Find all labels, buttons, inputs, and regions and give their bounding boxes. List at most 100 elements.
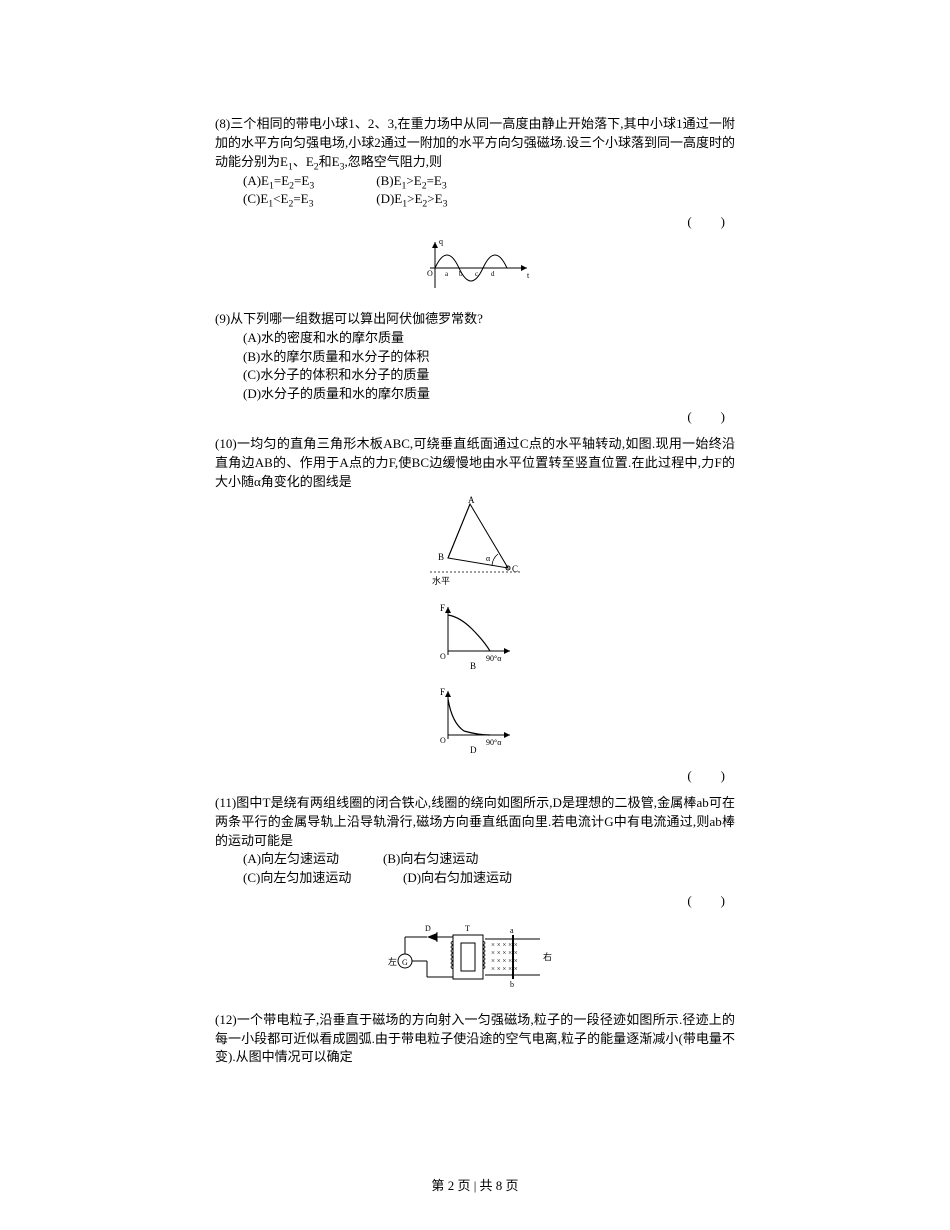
q9-optD: (D)水分子的质量和水的摩尔质量 <box>215 385 735 404</box>
svg-text:c: c <box>475 270 478 278</box>
q11-opts1: (A)向左匀速运动(B)向右匀速运动 <box>215 850 735 869</box>
q10-graph-d: F O 90°α D <box>215 683 735 761</box>
q11-answer-blank: ( ) <box>215 892 735 911</box>
q11-opts2: (C)向左匀加速运动(D)向右匀加速运动 <box>215 869 735 888</box>
question-9: (9)从下列哪一组数据可以算出阿伏伽德罗常数? (A)水的密度和水的摩尔质量 (… <box>215 310 735 427</box>
q11-optD: (D)向右匀加速运动 <box>403 870 512 885</box>
q11-text: (11)图中T是绕有两组线圈的闭合铁心,线圈的绕向如图所示,D是理想的二极管,金… <box>215 794 735 851</box>
q10-graph-b: F O 90°α B <box>215 599 735 677</box>
q8-optB: (B)E1>E2=E3 <box>376 172 446 191</box>
q10-text: (10)一均匀的直角三角形木板ABC,可绕垂直纸面通过C点的水平轴转动,如图.现… <box>215 435 735 492</box>
svg-text:a: a <box>445 270 449 278</box>
q8-optC-r1: <E <box>273 190 288 209</box>
svg-text:q: q <box>439 237 443 246</box>
svg-text:D: D <box>470 745 477 755</box>
q8-optC: (C)E1<E2=E3 <box>243 190 373 209</box>
q10-body: 一均匀的直角三角形木板ABC,可绕垂直纸面通过C点的水平轴转动,如图.现用一始终… <box>215 436 735 489</box>
q11-optB: (B)向右匀速运动 <box>383 851 478 866</box>
svg-text:90°α: 90°α <box>486 738 502 747</box>
q12-body: 一个带电粒子,沿垂直于磁场的方向射入一匀强磁场,粒子的一段径迹如图所示.径迹上的… <box>215 1012 735 1065</box>
q9-optB: (B)水的摩尔质量和水分子的体积 <box>215 348 735 367</box>
q8-optA-pre: (A)E <box>243 172 269 191</box>
transformer-icon: G 左 D T <box>385 915 565 997</box>
q10-answer-blank: ( ) <box>215 767 735 786</box>
q11-optA: (A)向左匀速运动 <box>243 850 383 869</box>
q11-num: (11) <box>215 795 236 810</box>
q9-num: (9) <box>215 311 230 326</box>
q11-body: 图中T是绕有两组线圈的闭合铁心,线圈的绕向如图所示,D是理想的二极管,金属棒ab… <box>215 795 735 848</box>
q8-optD-r1: >E <box>407 190 422 209</box>
svg-text:F: F <box>440 687 445 697</box>
footer-mid: 页 | 共 <box>454 1178 496 1193</box>
svg-text:× × × × ×: × × × × × <box>491 965 518 973</box>
q9-optC: (C)水分子的体积和水分子的质量 <box>215 366 735 385</box>
q12-text: (12)一个带电粒子,沿垂直于磁场的方向射入一匀强磁场,粒子的一段径迹如图所示.… <box>215 1011 735 1068</box>
q10-triangle-figure: A B C α 水平 <box>215 496 735 594</box>
q8-optD-s3: 3 <box>443 199 448 210</box>
svg-text:× × × × ×: × × × × × <box>491 957 518 965</box>
q9-optA: (A)水的密度和水的摩尔质量 <box>215 329 735 348</box>
q9-body: 从下列哪一组数据可以算出阿伏伽德罗常数? <box>230 311 483 326</box>
svg-text:× × × × ×: × × × × × <box>491 949 518 957</box>
q8-optD-r2: >E <box>427 190 442 209</box>
svg-text:A: A <box>468 496 475 505</box>
svg-text:90°α: 90°α <box>486 654 502 663</box>
question-12: (12)一个带电粒子,沿垂直于磁场的方向射入一匀强磁场,粒子的一段径迹如图所示.… <box>215 1011 735 1068</box>
q8-optB-r1: >E <box>406 172 421 191</box>
q8-optC-pre: (C)E <box>243 190 268 209</box>
svg-text:右: 右 <box>543 951 552 962</box>
triangle-icon: A B C α 水平 <box>420 496 530 588</box>
svg-text:F: F <box>440 603 445 613</box>
svg-text:b: b <box>510 980 514 989</box>
svg-text:O: O <box>440 736 446 745</box>
q8-optA-r1: =E <box>274 172 289 191</box>
q8-opts-row1: (A)E1=E2=E3 (B)E1>E2=E3 <box>215 172 735 191</box>
q8-text: (8)三个相同的带电小球1、2、3,在重力场中从同一高度由静止开始落下,其中小球… <box>215 115 735 172</box>
svg-text:G: G <box>402 958 408 967</box>
q9-answer-blank: ( ) <box>215 408 735 427</box>
q8-optD-pre: (D)E <box>376 190 402 209</box>
q8-optC-s3: 3 <box>309 199 314 210</box>
svg-text:D: D <box>425 924 431 933</box>
svg-text:O: O <box>427 269 433 278</box>
svg-text:C: C <box>512 564 518 574</box>
q8-optD: (D)E1>E2>E3 <box>376 190 447 209</box>
q8-wave-figure: O q t a b c d <box>215 236 735 302</box>
q10-num: (10) <box>215 436 237 451</box>
svg-text:B: B <box>470 661 476 671</box>
q12-num: (12) <box>215 1012 237 1027</box>
svg-text:d: d <box>491 270 495 278</box>
svg-text:t: t <box>527 271 530 280</box>
svg-text:α: α <box>486 554 491 563</box>
q8-answer-blank: ( ) <box>215 213 735 232</box>
exam-page: (8)三个相同的带电小球1、2、3,在重力场中从同一高度由静止开始落下,其中小球… <box>0 0 950 1230</box>
footer-pre: 第 <box>431 1178 447 1193</box>
q8-num: (8) <box>215 116 230 131</box>
svg-text:a: a <box>510 926 514 935</box>
question-10: (10)一均匀的直角三角形木板ABC,可绕垂直纸面通过C点的水平轴转动,如图.现… <box>215 435 735 786</box>
q8-optA: (A)E1=E2=E3 <box>243 172 373 191</box>
q8-optA-r2: =E <box>294 172 309 191</box>
wave-icon: O q t a b c d <box>415 236 535 296</box>
graph-b-icon: F O 90°α B <box>430 599 520 671</box>
svg-text:水平: 水平 <box>432 575 450 586</box>
q8-and2: 和E <box>319 154 340 169</box>
svg-text:左: 左 <box>388 956 397 967</box>
svg-text:× × × × ×: × × × × × <box>491 941 518 949</box>
svg-text:T: T <box>465 924 470 933</box>
q9-text: (9)从下列哪一组数据可以算出阿伏伽德罗常数? <box>215 310 735 329</box>
q8-optB-pre: (B)E <box>376 172 401 191</box>
q8-opts-row2: (C)E1<E2=E3 (D)E1>E2>E3 <box>215 190 735 209</box>
q8-and1: 、E <box>293 154 314 169</box>
svg-text:O: O <box>440 652 446 661</box>
footer-post: 页 <box>502 1178 518 1193</box>
q8-tail: ,忽略空气阻力,则 <box>344 154 442 169</box>
page-footer: 第 2 页 | 共 8 页 <box>0 1177 950 1196</box>
q11-optC: (C)向左匀加速运动 <box>243 869 403 888</box>
question-11: (11)图中T是绕有两组线圈的闭合铁心,线圈的绕向如图所示,D是理想的二极管,金… <box>215 794 735 1003</box>
svg-text:B: B <box>438 552 444 562</box>
question-8: (8)三个相同的带电小球1、2、3,在重力场中从同一高度由静止开始落下,其中小球… <box>215 115 735 302</box>
graph-d-icon: F O 90°α D <box>430 683 520 755</box>
q8-optB-r2: =E <box>427 172 442 191</box>
q11-transformer-figure: G 左 D T <box>215 915 735 1003</box>
